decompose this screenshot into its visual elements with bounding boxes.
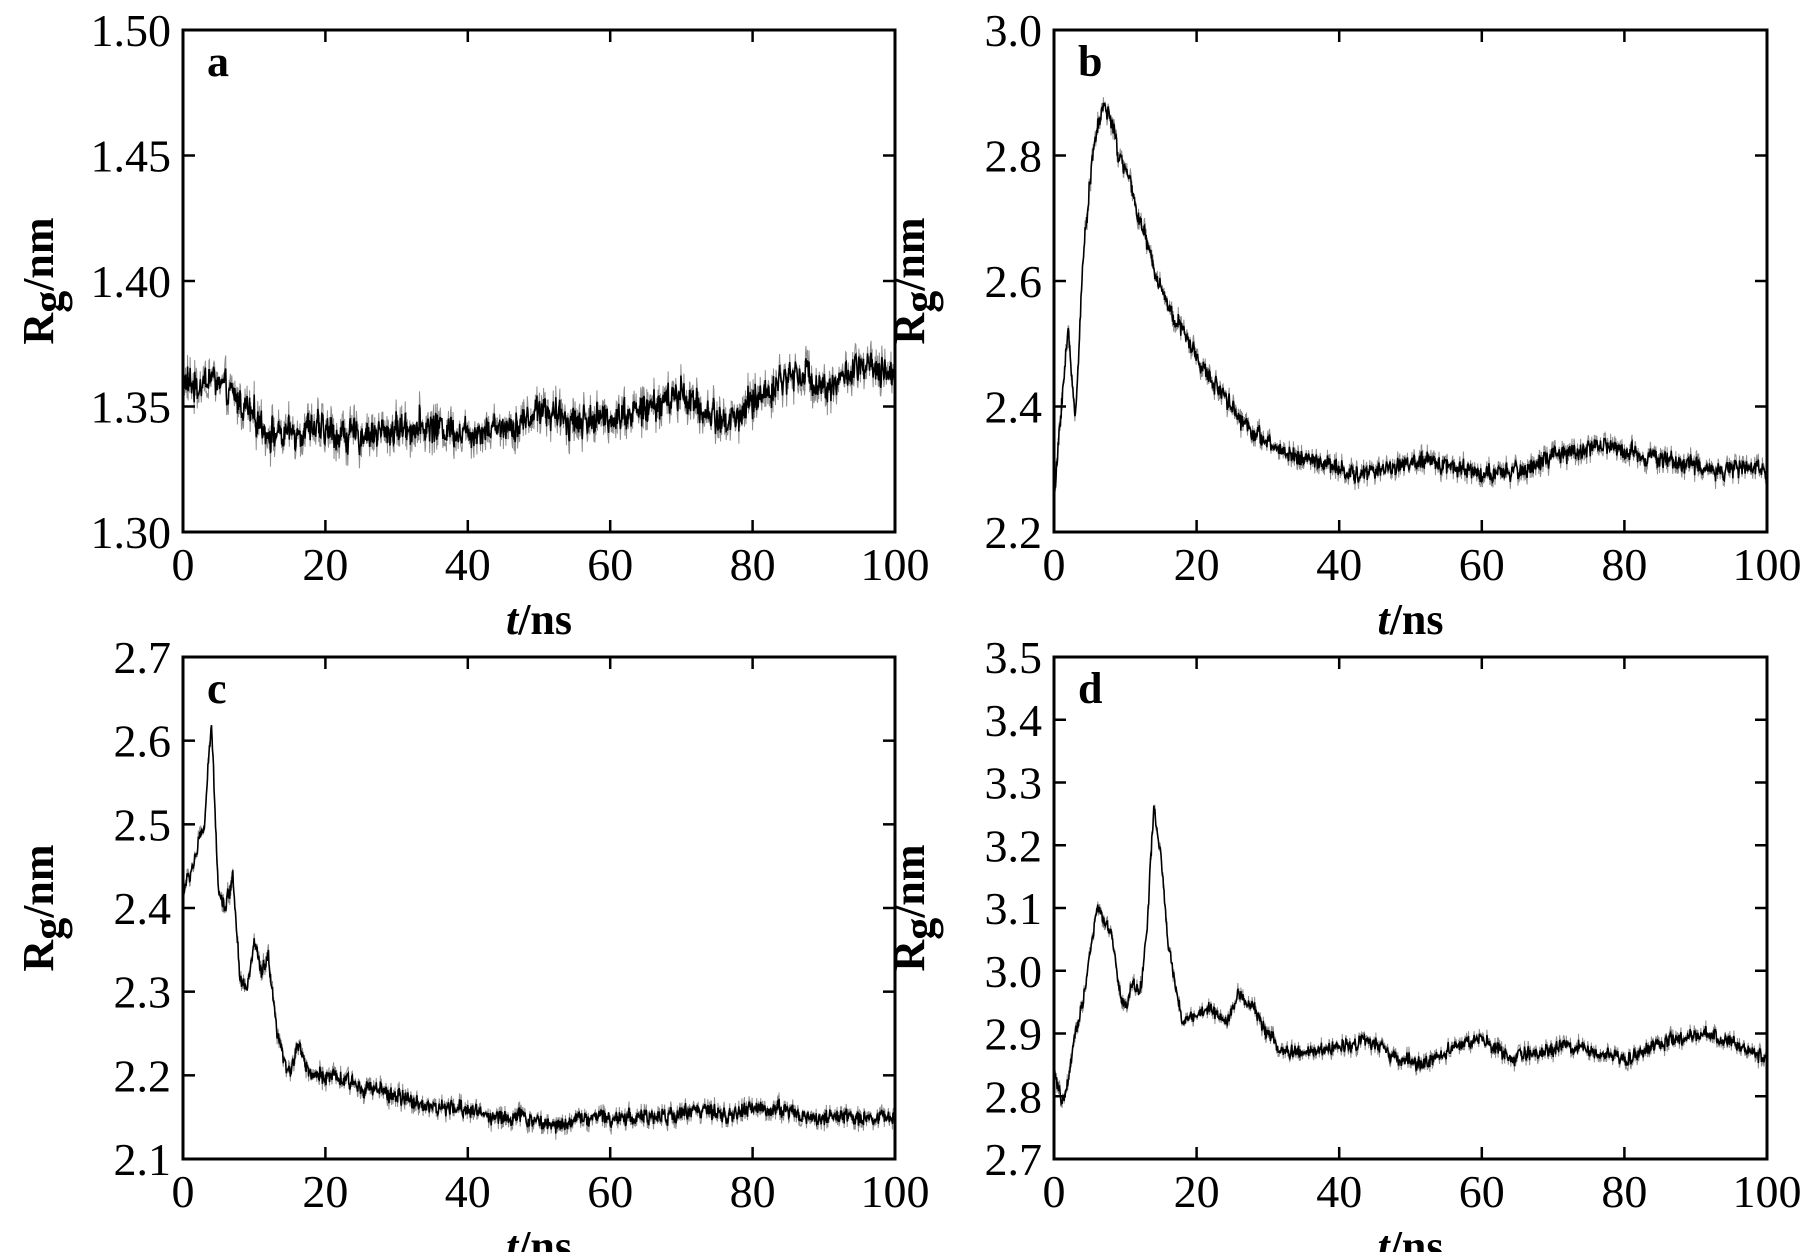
x-tick-label: 100 bbox=[861, 1166, 930, 1217]
x-tick-label: 60 bbox=[1459, 539, 1505, 590]
y-axis-label-unit: /nm bbox=[14, 217, 63, 291]
y-tick-label: 2.5 bbox=[114, 799, 172, 850]
y-tick-label: 2.3 bbox=[114, 967, 172, 1018]
y-axis-label-sub: g bbox=[24, 918, 73, 940]
x-tick-label: 20 bbox=[302, 539, 348, 590]
x-tick-label: 80 bbox=[730, 1166, 776, 1217]
y-tick-label: 2.7 bbox=[114, 632, 172, 683]
y-tick-label: 3.4 bbox=[985, 695, 1043, 746]
y-tick-label: 2.8 bbox=[985, 1071, 1043, 1122]
y-tick-label: 2.9 bbox=[985, 1009, 1043, 1060]
y-tick-label: 2.6 bbox=[985, 256, 1043, 307]
y-tick-label: 1.50 bbox=[91, 5, 172, 56]
y-axis-label-sub: g bbox=[895, 918, 944, 940]
series-envelope bbox=[182, 726, 896, 1140]
y-tick-label: 1.45 bbox=[91, 131, 172, 182]
y-axis-label: Rg/nm bbox=[885, 844, 944, 971]
series-line bbox=[182, 724, 896, 1134]
x-axis-label-var: t bbox=[1377, 1222, 1391, 1252]
x-tick-label: 0 bbox=[172, 1166, 195, 1217]
x-tick-label: 40 bbox=[1316, 1166, 1362, 1217]
y-axis-label: Rg/nm bbox=[885, 217, 944, 344]
y-axis-label-main: R bbox=[885, 312, 934, 345]
x-tick-label: 20 bbox=[1174, 1166, 1220, 1217]
panel-d: 0 20 40 60 80 100 2.7 2.8 2.9 3.0 3.1 3.2 3.3 3.4 3.5 d… bbox=[885, 632, 1802, 1252]
y-tick-label: 1.30 bbox=[91, 507, 172, 558]
panel-label: a bbox=[207, 37, 229, 86]
x-tick-label: 60 bbox=[587, 1166, 633, 1217]
y-tick-label: 2.7 bbox=[985, 1134, 1043, 1185]
x-tick-label: 100 bbox=[1733, 539, 1802, 590]
x-axis-label-var: t bbox=[1377, 595, 1391, 644]
x-tick-label: 20 bbox=[302, 1166, 348, 1217]
y-tick-label: 2.8 bbox=[985, 131, 1043, 182]
x-tick-label: 40 bbox=[445, 1166, 491, 1217]
series-line bbox=[182, 352, 896, 456]
x-tick-label: 20 bbox=[1174, 539, 1220, 590]
series-line bbox=[1053, 102, 1768, 507]
x-axis-label-unit: /ns bbox=[517, 1222, 572, 1252]
panel-b: 0 20 40 60 80 100 2.2 2.4 2.6 2.8 3.0 b t/ns Rg/nm bbox=[885, 5, 1802, 644]
y-tick-label: 3.3 bbox=[985, 758, 1043, 809]
x-axis-label-unit: /ns bbox=[1389, 595, 1444, 644]
plot-frame bbox=[181, 28, 897, 534]
y-tick-label: 2.1 bbox=[114, 1134, 172, 1185]
y-tick-label: 2.6 bbox=[114, 716, 172, 767]
y-axis-label-unit: /nm bbox=[885, 217, 934, 291]
x-tick-label: 40 bbox=[445, 539, 491, 590]
x-tick-label: 80 bbox=[730, 539, 776, 590]
panel-a: 0 20 40 60 80 1001.301.351.401.451.50at/nsRg/… bbox=[14, 5, 930, 644]
series-line bbox=[1053, 805, 1768, 1107]
series-envelope bbox=[1053, 97, 1768, 503]
x-tick-label: 100 bbox=[1733, 1166, 1802, 1217]
y-tick-label: 2.2 bbox=[114, 1050, 172, 1101]
x-axis-label: t/ns bbox=[1377, 595, 1443, 644]
x-tick-label: 100 bbox=[861, 539, 930, 590]
y-tick-label: 1.35 bbox=[91, 382, 172, 433]
x-tick-label: 0 bbox=[1043, 539, 1066, 590]
x-axis-label-var: t bbox=[506, 595, 520, 644]
y-axis-label-sub: g bbox=[895, 291, 944, 313]
x-tick-label: 60 bbox=[1459, 1166, 1505, 1217]
y-tick-label: 2.2 bbox=[985, 507, 1043, 558]
panel-label: b bbox=[1078, 37, 1102, 86]
panel-label: d bbox=[1078, 664, 1102, 713]
x-axis-label: t/ns bbox=[1377, 1222, 1443, 1252]
plot-frame bbox=[1052, 655, 1769, 1161]
panel-label: c bbox=[207, 664, 227, 713]
x-tick-label: 60 bbox=[587, 539, 633, 590]
y-axis-label: Rg/nm bbox=[14, 844, 73, 971]
x-axis-label: t/ns bbox=[506, 1222, 572, 1252]
x-axis-label: t/ns bbox=[506, 595, 572, 644]
x-axis-label-unit: /ns bbox=[517, 595, 572, 644]
y-axis-label-sub: g bbox=[24, 291, 73, 313]
x-axis-label-var: t bbox=[506, 1222, 520, 1252]
plot-frame bbox=[181, 655, 897, 1161]
y-tick-label: 1.40 bbox=[91, 256, 172, 307]
y-tick-label: 2.4 bbox=[985, 382, 1043, 433]
y-tick-label: 3.5 bbox=[985, 632, 1043, 683]
panel-c: 0 20 40 60 80 100 2.1 2.2 2.3 2.4 2.5 2.6 2.7 c t/ns Rg… bbox=[14, 632, 930, 1252]
y-axis-label-main: R bbox=[885, 939, 934, 972]
x-tick-label: 80 bbox=[1601, 539, 1647, 590]
y-tick-label: 3.2 bbox=[985, 820, 1043, 871]
x-tick-label: 80 bbox=[1601, 1166, 1647, 1217]
y-tick-label: 3.0 bbox=[985, 5, 1043, 56]
y-axis-label-unit: /nm bbox=[885, 844, 934, 918]
y-tick-label: 3.1 bbox=[985, 883, 1043, 934]
y-axis-label-main: R bbox=[14, 312, 63, 345]
x-tick-label: 0 bbox=[1043, 1166, 1066, 1217]
y-axis-label: Rg/nm bbox=[14, 217, 73, 344]
y-axis-label-unit: /nm bbox=[14, 844, 63, 918]
y-tick-label: 2.4 bbox=[114, 883, 172, 934]
y-axis-label-main: R bbox=[14, 939, 63, 972]
x-tick-label: 40 bbox=[1316, 539, 1362, 590]
y-tick-label: 3.0 bbox=[985, 946, 1043, 997]
x-tick-label: 0 bbox=[172, 539, 195, 590]
x-axis-label-unit: /ns bbox=[1389, 1222, 1444, 1252]
